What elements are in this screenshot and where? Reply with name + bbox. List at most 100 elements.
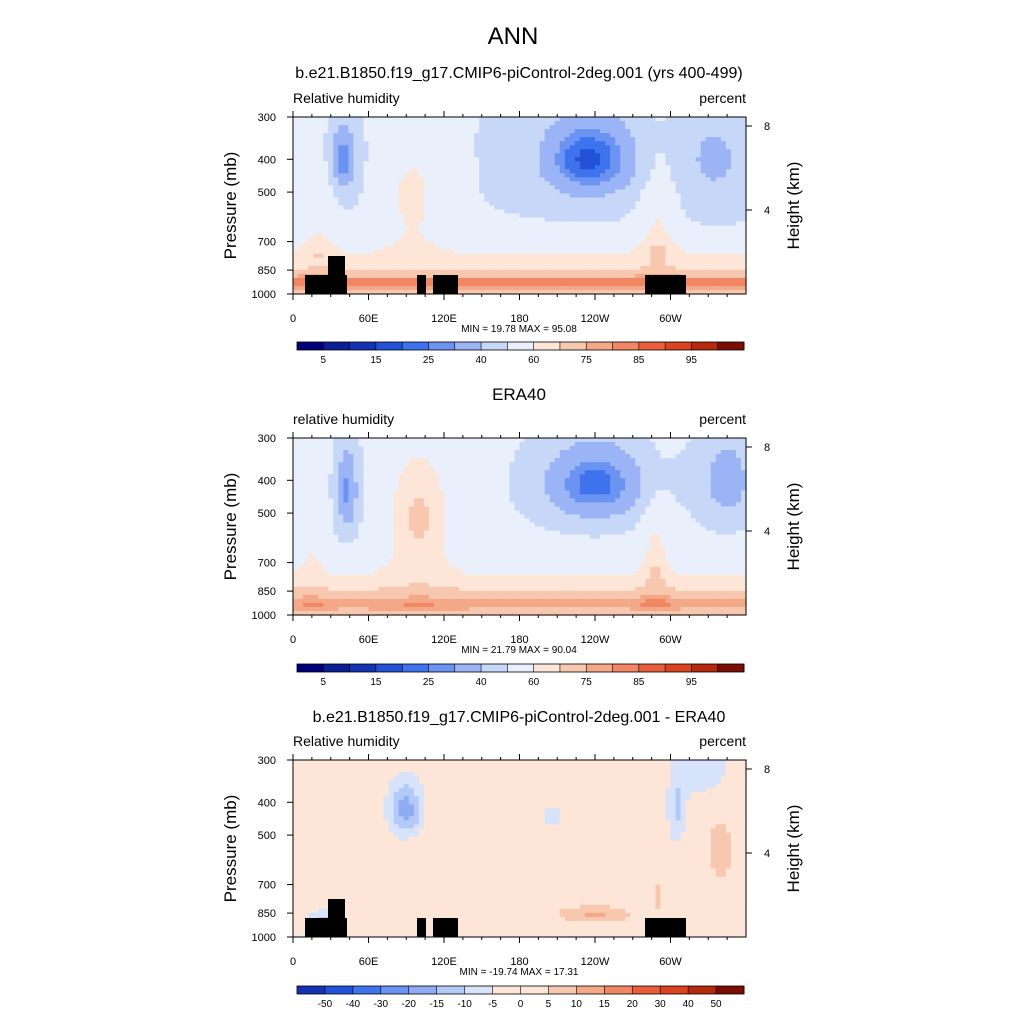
field-cell (529, 237, 536, 243)
field-cell (670, 125, 677, 130)
field-cell (620, 189, 626, 195)
field-cell (454, 141, 460, 146)
field-cell (715, 225, 722, 231)
field-cell (413, 446, 420, 451)
field-cell (469, 229, 475, 235)
field-cell (459, 273, 465, 279)
field-cell (655, 137, 662, 142)
field-cell (524, 181, 531, 186)
field-cell (635, 265, 641, 271)
field-cell (640, 209, 646, 215)
field-cell (529, 281, 536, 287)
field-cell (333, 241, 339, 247)
field-cell (519, 137, 526, 142)
field-cell (474, 289, 480, 295)
field-cell (368, 117, 375, 122)
field-cell (323, 249, 329, 255)
field-cell (660, 193, 667, 199)
field-cell (293, 165, 299, 170)
field-cell (564, 253, 571, 259)
field-cell (509, 185, 516, 191)
field-cell (449, 173, 455, 178)
field-cell (308, 253, 314, 259)
field-cell (529, 221, 536, 227)
field-cell (655, 253, 662, 259)
field-cell (449, 225, 455, 231)
field-cell (353, 269, 360, 275)
field-cell (605, 153, 611, 158)
field-cell (489, 253, 495, 259)
field-cell (418, 137, 425, 142)
field-cell (554, 177, 561, 182)
field-cell (313, 237, 319, 243)
field-cell (589, 221, 596, 227)
field-cell (645, 189, 651, 195)
field-cell (660, 261, 667, 267)
field-cell (705, 277, 712, 283)
field-cell (444, 169, 450, 174)
field-cell (489, 229, 495, 235)
field-cell (529, 241, 536, 247)
field-cell (680, 205, 687, 211)
field-cell (459, 253, 465, 259)
field-cell (428, 442, 435, 447)
field-cell (635, 129, 641, 134)
field-cell (715, 237, 722, 243)
field-cell (393, 289, 400, 295)
field-cell (489, 462, 495, 467)
field-cell (449, 257, 455, 263)
field-cell (408, 261, 415, 267)
field-cell (579, 438, 586, 443)
field-cell (383, 438, 390, 443)
field-cell (438, 125, 445, 130)
field-cell (544, 129, 551, 134)
field-cell (413, 249, 420, 255)
field-cell (358, 185, 365, 191)
field-cell (549, 129, 556, 134)
field-cell (383, 466, 390, 471)
field-cell (605, 121, 611, 126)
field-cell (655, 181, 662, 186)
field-cell (398, 201, 405, 207)
field-cell (539, 169, 546, 174)
field-cell (494, 185, 500, 191)
field-cell (514, 269, 521, 275)
field-cell (393, 185, 400, 191)
field-cell (338, 125, 344, 130)
field-cell (308, 213, 314, 219)
field-cell (705, 474, 712, 479)
field-cell (474, 165, 480, 170)
field-cell (705, 181, 712, 186)
field-cell (494, 137, 500, 142)
field-cell (554, 281, 561, 287)
field-cell (579, 201, 586, 207)
field-cell (635, 257, 641, 263)
field-cell (363, 137, 370, 142)
field-cell (328, 137, 334, 142)
field-cell (438, 157, 445, 162)
field-cell (554, 458, 561, 463)
field-cell (469, 454, 475, 459)
field-cell (298, 462, 304, 467)
field-cell (519, 169, 526, 174)
field-cell (695, 125, 702, 130)
field-cell (584, 462, 591, 467)
field-cell (615, 145, 621, 150)
field-cell (615, 221, 621, 227)
field-cell (423, 462, 430, 467)
field-cell (700, 145, 707, 150)
field-cell (529, 277, 536, 283)
field-cell (504, 438, 511, 443)
field-cell (378, 470, 385, 475)
field-cell (383, 197, 390, 203)
field-cell (574, 117, 581, 122)
field-cell (615, 197, 621, 203)
field-cell (710, 149, 717, 154)
field-cell (595, 221, 601, 227)
field-cell (610, 241, 616, 247)
field-cell (433, 125, 440, 130)
field-cell (665, 466, 672, 471)
field-cell (323, 253, 329, 259)
field-cell (715, 450, 722, 455)
field-cell (670, 233, 677, 239)
